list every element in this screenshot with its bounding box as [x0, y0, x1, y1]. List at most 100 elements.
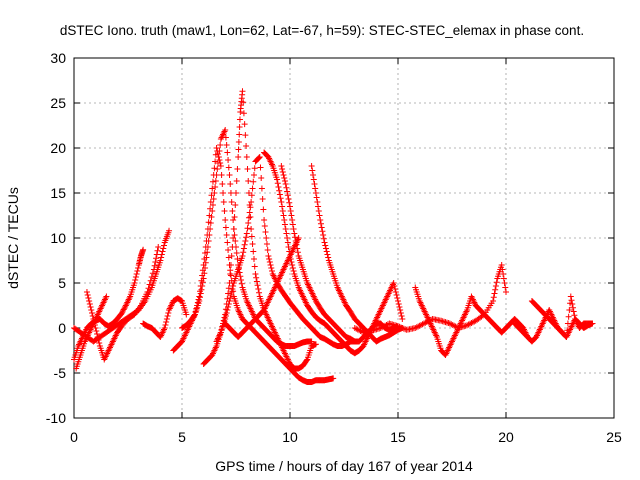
data-point: [121, 305, 128, 312]
data-point: [256, 154, 263, 161]
data-point: [564, 320, 571, 327]
data-point: [247, 204, 254, 211]
y-axis-label: dSTEC / TECUs: [5, 187, 21, 289]
data-point: [207, 226, 214, 232]
data-point: [235, 146, 242, 153]
data-point: [320, 232, 327, 238]
data-point: [263, 241, 270, 247]
data-point: [211, 165, 218, 172]
data-point: [149, 270, 156, 277]
data-point: [284, 192, 291, 199]
data-point: [281, 175, 288, 181]
data-point: [589, 320, 596, 327]
data-point: [197, 294, 203, 301]
data-point: [159, 248, 166, 255]
data-point: [311, 181, 318, 187]
data-point: [152, 259, 159, 265]
data-point: [153, 251, 160, 258]
data-point: [245, 220, 252, 226]
data-point: [165, 310, 172, 316]
data-point: [312, 185, 319, 192]
data-point: [216, 157, 223, 163]
data-point: [279, 169, 286, 175]
data-point: [89, 310, 95, 316]
data-point: [196, 298, 203, 304]
data-point: [315, 208, 322, 214]
data-point: [238, 280, 245, 287]
data-point: [244, 166, 251, 172]
data-point: [244, 225, 251, 232]
data-point: [201, 270, 208, 277]
data-point: [93, 328, 100, 334]
data-point: [240, 249, 247, 256]
data-point: [94, 334, 101, 340]
data-point: [238, 277, 245, 283]
data-point: [119, 307, 126, 314]
data-point: [248, 199, 255, 205]
data-point: [203, 254, 210, 261]
data-point: [265, 253, 272, 259]
data-point: [276, 187, 283, 194]
data-point: [248, 192, 255, 199]
data-point: [230, 217, 237, 223]
data-point: [309, 167, 316, 174]
y-tick-label: 20: [50, 140, 66, 156]
data-point: [88, 307, 95, 313]
data-point: [228, 253, 235, 259]
data-point: [325, 254, 332, 261]
data-point: [239, 253, 246, 259]
data-point: [151, 262, 158, 269]
data-point: [259, 196, 266, 202]
data-point: [231, 214, 238, 220]
data-point: [212, 178, 219, 184]
data-point: [249, 241, 256, 247]
data-point: [316, 212, 323, 219]
series-arc-10-2: [278, 163, 401, 345]
data-point: [261, 217, 268, 223]
data-point: [251, 263, 258, 270]
data-point: [220, 190, 227, 196]
data-point: [92, 325, 99, 331]
data-point: [216, 148, 223, 154]
data-point: [498, 262, 505, 268]
data-point: [240, 110, 247, 117]
data-point: [324, 251, 331, 258]
data-point: [85, 295, 92, 301]
data-point: [569, 301, 576, 307]
data-point: [245, 178, 252, 184]
data-point: [209, 208, 216, 214]
data-point: [254, 282, 261, 289]
data-point: [279, 208, 286, 214]
data-point: [163, 319, 170, 325]
data-point: [209, 202, 216, 208]
data-point: [204, 249, 211, 256]
data-point: [570, 308, 577, 315]
data-point: [568, 297, 575, 304]
data-point: [224, 307, 231, 313]
data-point: [235, 154, 242, 160]
series-arc-7-tall: [200, 88, 319, 372]
data-point: [390, 280, 397, 286]
data-point: [269, 268, 275, 274]
data-point: [397, 310, 404, 316]
data-point: [86, 301, 93, 307]
data-point: [233, 190, 239, 196]
data-point: [253, 274, 260, 281]
data-point: [226, 298, 233, 304]
data-point: [492, 283, 499, 289]
data-point: [86, 298, 93, 304]
data-point: [224, 239, 231, 246]
data-point: [280, 212, 287, 219]
series-arc-mid-1: [140, 295, 190, 340]
data-point: [243, 230, 250, 237]
data-point: [274, 180, 281, 187]
data-point: [260, 206, 267, 213]
data-point: [243, 154, 250, 160]
data-point: [224, 149, 231, 156]
data-point: [222, 134, 229, 141]
y-tick-label: -5: [54, 365, 67, 381]
data-point: [230, 283, 237, 289]
data-point: [119, 309, 126, 316]
data-point: [251, 165, 258, 172]
data-point: [233, 178, 240, 184]
